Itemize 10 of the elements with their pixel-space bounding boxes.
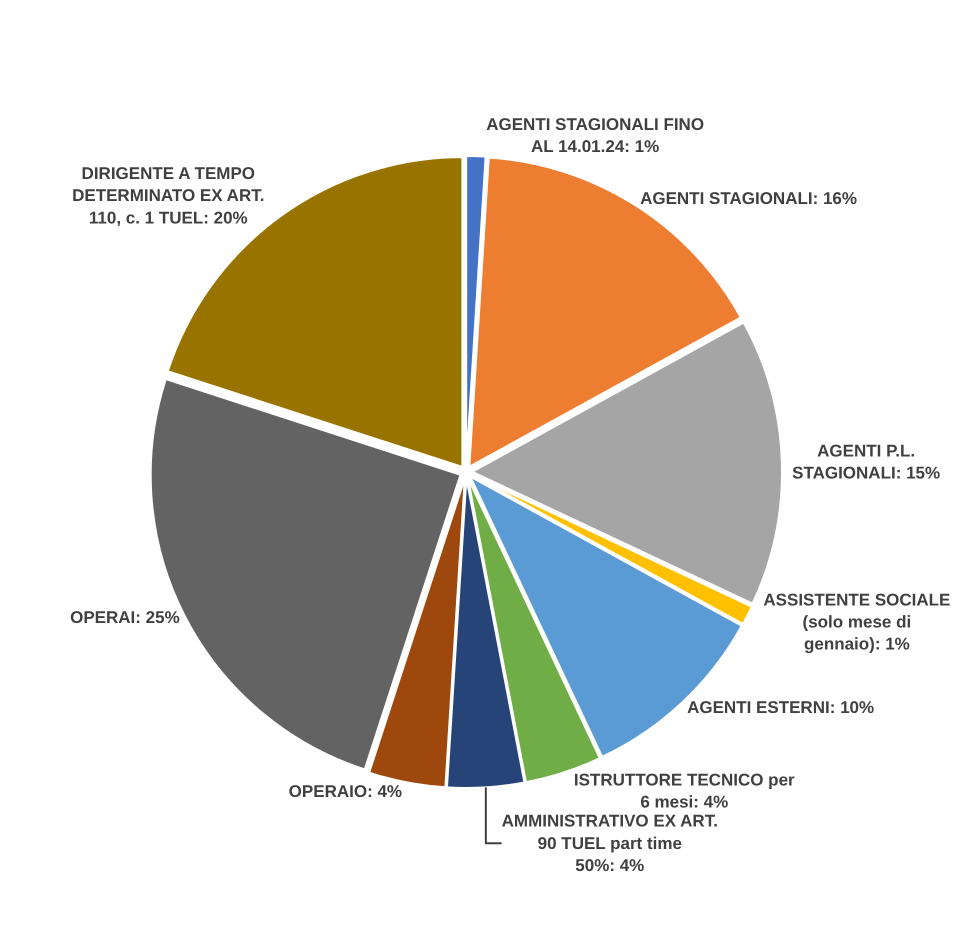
slice-label: AGENTI ESTERNI: 10%	[687, 698, 874, 717]
slice-label: DIRIGENTE A TEMPO DETERMINATO EX ART. 110, c. 1 TUEL: 20%	[72, 164, 264, 228]
slice-label: AGENTI STAGIONALI: 16%	[640, 188, 858, 208]
slice-label: AMMINISTRATIVO EX ART. 90 TUEL part time 50%: 4%	[502, 812, 718, 875]
slice-label: OPERAIO: 4%	[288, 782, 402, 802]
slice-label: OPERAI: 25%	[70, 608, 180, 627]
slice-label: AGENTI P.L. STAGIONALI: 15%	[792, 442, 940, 483]
slice-label: AGENTI STAGIONALI FINO AL 14.01.24: 1%	[486, 115, 704, 156]
slice-label: ISTRUTTORE TECNICO per 6 mesi: 4%	[574, 770, 796, 812]
slice-label: ASSISTENTE SOCIALE (solo mese di gennaio): 1%	[763, 590, 950, 654]
